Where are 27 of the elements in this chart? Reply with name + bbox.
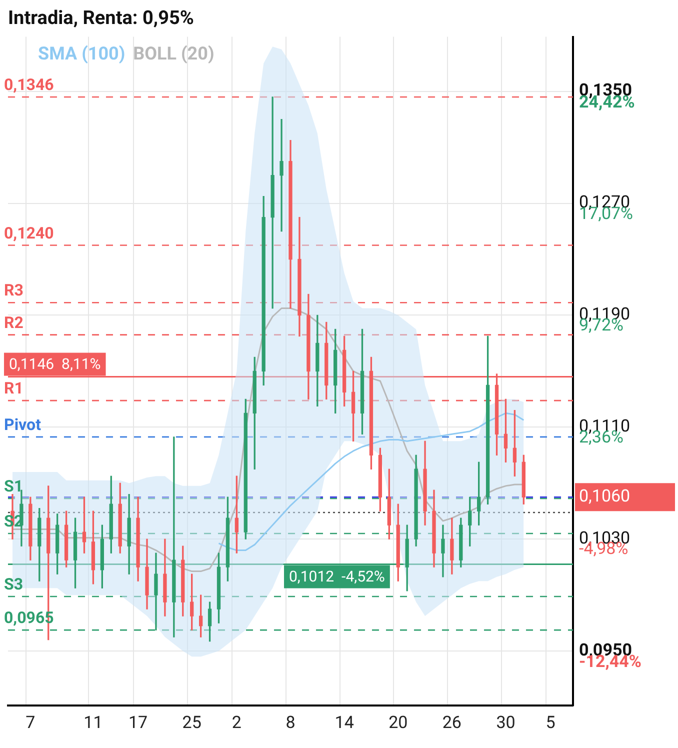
x-tick-label: 17 bbox=[128, 713, 148, 734]
chart-title: Intradia, Renta: 0,95% bbox=[8, 6, 194, 30]
candlestick bbox=[270, 96, 274, 309]
x-tick-label: 11 bbox=[84, 713, 103, 734]
x-tick-label: 26 bbox=[442, 713, 462, 734]
x-tick-label: 5 bbox=[546, 713, 556, 734]
ref-line-label: Pivot bbox=[4, 414, 42, 434]
ref-line-label: 0,1346 bbox=[4, 74, 54, 94]
ref-line-label: 0,1012 -4,52% bbox=[289, 568, 385, 586]
text: BOLL (20) bbox=[133, 43, 214, 64]
ref-line-label: S1 bbox=[4, 476, 24, 496]
x-tick-label: 8 bbox=[286, 713, 296, 734]
x-tick-label: 20 bbox=[388, 713, 408, 734]
ref-line-label: R3 bbox=[4, 280, 24, 300]
candlestick bbox=[280, 119, 284, 232]
ref-line-label: S3 bbox=[4, 574, 24, 594]
x-tick-label: 30 bbox=[496, 713, 516, 734]
text: 0,1060 bbox=[579, 486, 630, 506]
text: SMA (100) bbox=[38, 43, 126, 64]
ref-line-label: 0,1240 bbox=[4, 223, 54, 242]
x-tick-label: 2 bbox=[232, 713, 242, 734]
x-tick-label: 25 bbox=[182, 713, 202, 734]
ref-line-label: 0,1146 8,11% bbox=[9, 355, 101, 374]
ref-line-label: R2 bbox=[4, 312, 24, 332]
x-tick-label: 14 bbox=[334, 713, 354, 734]
x-tick-label: 7 bbox=[26, 713, 36, 734]
ref-line-label: R1 bbox=[4, 378, 24, 398]
